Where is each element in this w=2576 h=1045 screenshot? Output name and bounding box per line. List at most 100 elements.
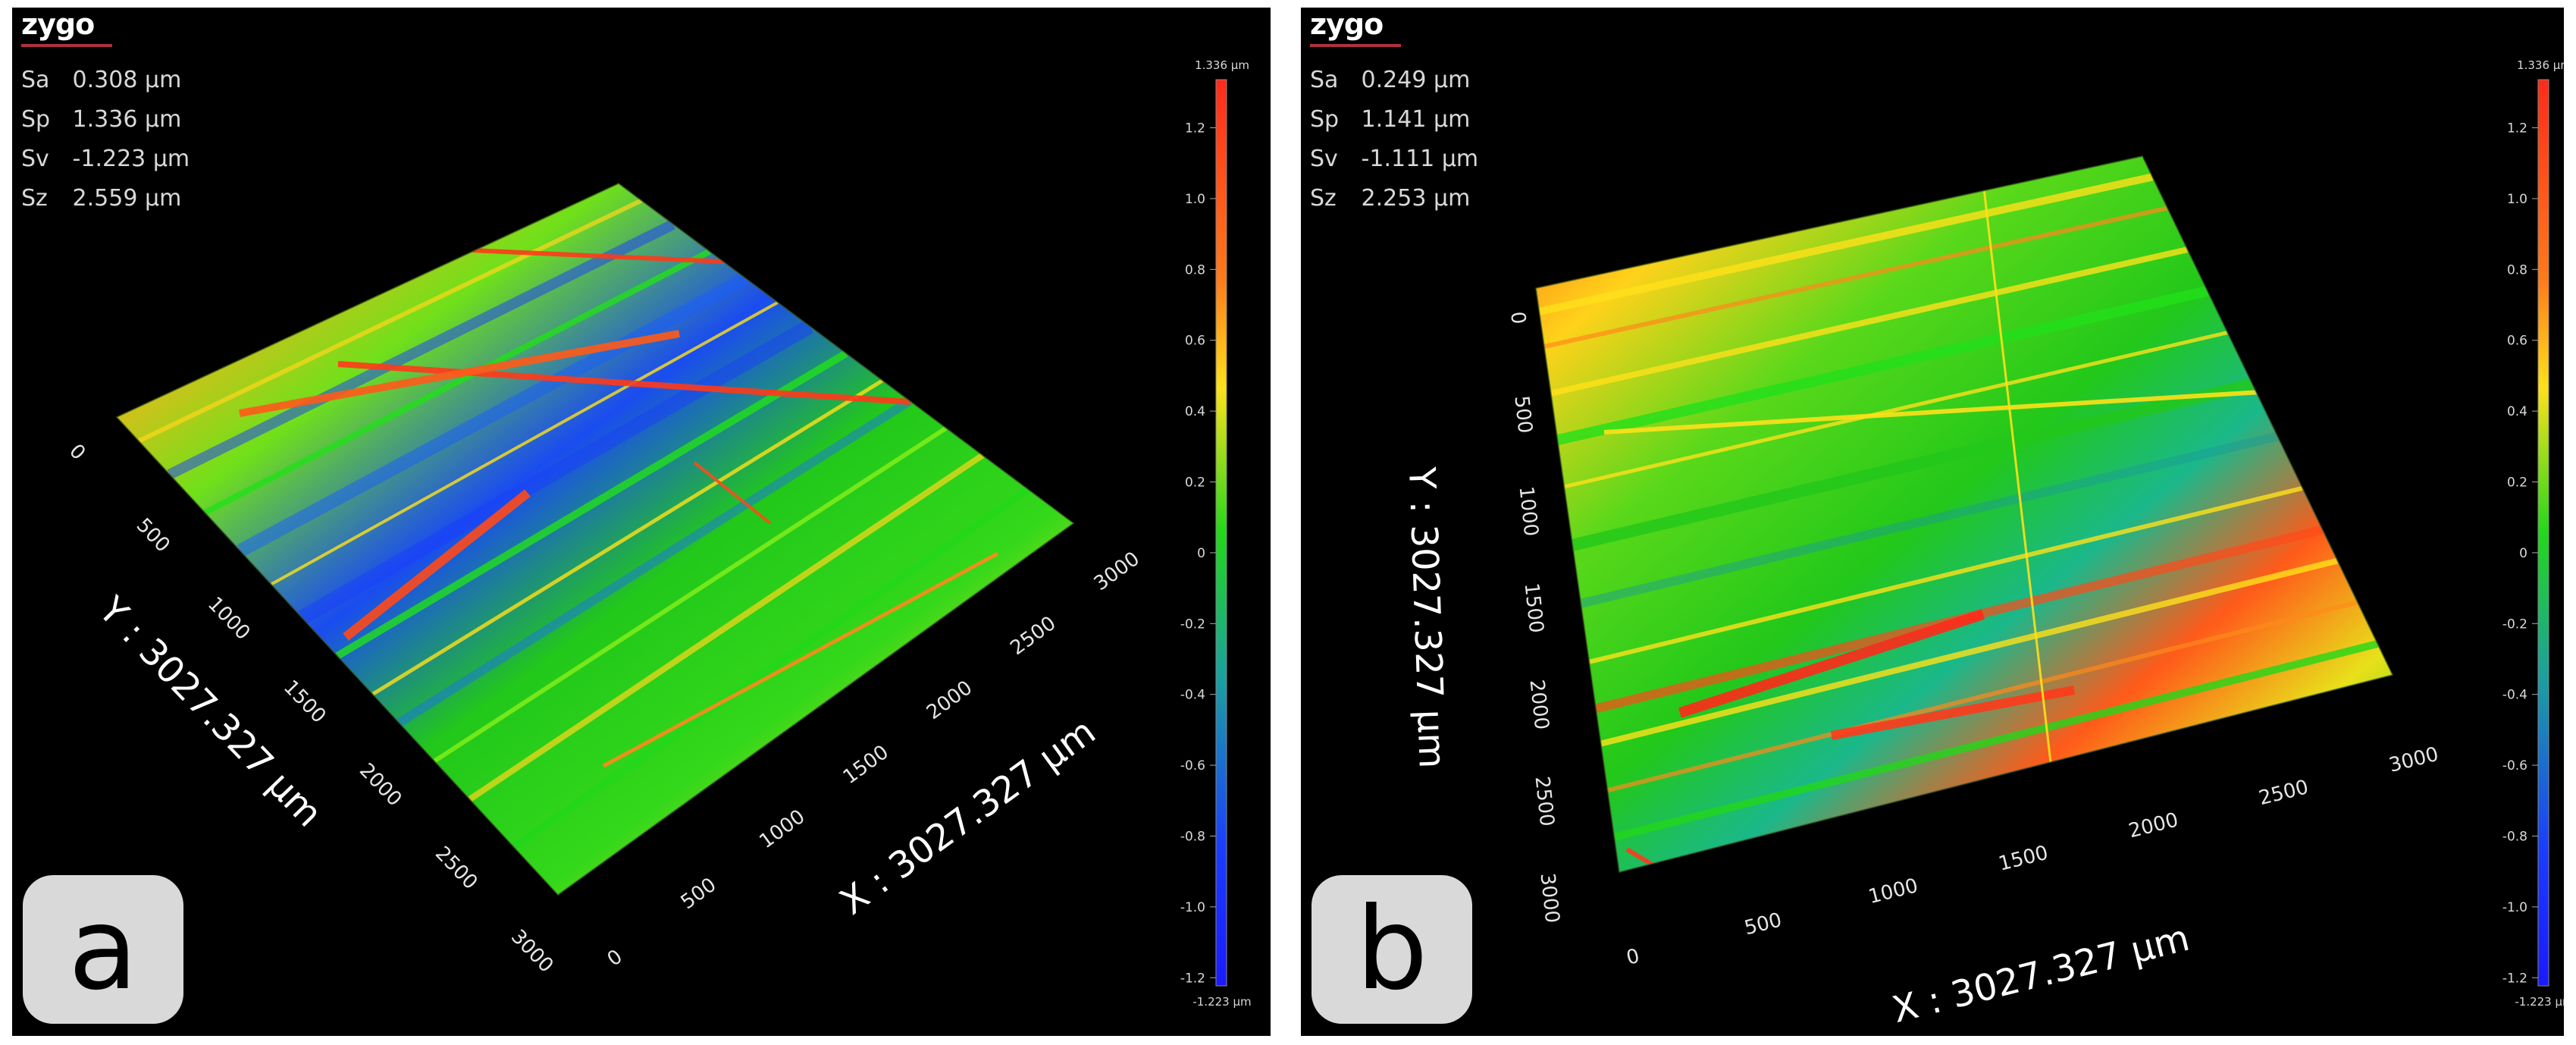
surface-scratch	[1830, 686, 2076, 740]
surface-streak	[1571, 378, 2255, 551]
colorbar-tick-label: 1.2	[1185, 121, 1205, 137]
x-tick-label: 1000	[1866, 874, 1920, 908]
x-axis-title: X : 3027.327 µm	[832, 711, 1103, 924]
surface-scratch	[343, 489, 531, 641]
y-tick-label: 3000	[506, 925, 558, 977]
surface-streak	[167, 219, 676, 479]
colorbar	[2537, 79, 2549, 987]
colorbar-tick-label: -1.0	[1180, 900, 1205, 915]
surface-scratch	[436, 246, 725, 264]
colorbar-tick-label: 0.2	[1185, 475, 1205, 490]
x-tick-label: 2500	[1006, 612, 1060, 660]
colorbar-tick-label: -0.6	[2502, 758, 2527, 774]
colorbar-tick-label: -1.2	[1180, 971, 1205, 986]
stat-sa: Sa 0.308 µm	[21, 67, 182, 93]
surface-streak	[137, 198, 643, 444]
surface-scratch	[602, 551, 999, 768]
x-tick-label: 500	[677, 874, 721, 914]
colorbar-tick-label: 0.8	[2507, 262, 2527, 278]
surface-outline	[1534, 155, 2394, 874]
stat-sv: Sv -1.111 µm	[1310, 146, 1479, 172]
stats-block: Sa 0.249 µm Sp 1.141 µm Sv -1.111 µm Sz …	[1310, 61, 1478, 218]
x-tick-label: 3000	[1090, 548, 1144, 595]
x-tick-label: 0	[1624, 945, 1641, 970]
surface-streak	[1600, 557, 2339, 747]
x-tick-label: 2000	[2126, 808, 2180, 843]
x-tick-label: 2500	[2257, 776, 2311, 810]
colorbar	[1215, 79, 1227, 987]
y-tick-label: 3000	[1536, 872, 1564, 924]
y-tick-label: 1000	[1515, 485, 1543, 538]
colorbar-tick-label: 0.6	[1185, 334, 1205, 349]
y-axis-title: Y : 3027.327 µm	[1400, 466, 1453, 769]
colorbar-max-label: 1.336 µm	[1195, 58, 1249, 72]
x-tick-label: 1500	[839, 741, 893, 789]
y-tick-label: 500	[132, 514, 174, 557]
surface-streak	[1606, 600, 2358, 793]
x-tick-label: 1500	[1996, 842, 2050, 876]
surface-streak	[1556, 286, 2209, 446]
y-tick-label: 500	[1509, 394, 1536, 435]
surface-streak	[1538, 173, 2154, 315]
colorbar-tick-label: -0.8	[1180, 829, 1205, 844]
y-tick-label: 2500	[1531, 775, 1559, 827]
y-tick-label: 0	[1506, 310, 1530, 325]
colorbar-tick-label: 1.0	[1185, 192, 1205, 207]
colorbar-min-label: -1.223 µm	[1192, 995, 1251, 1009]
stat-sa: Sa 0.249 µm	[1310, 67, 1471, 93]
zygo-logo: zygo	[1310, 9, 1401, 47]
surface-streak	[1563, 331, 2228, 489]
colorbar-tick-label: 0.6	[2507, 334, 2527, 349]
y-tick-label: 2000	[1525, 679, 1553, 731]
colorbar-tick-label: -0.2	[2502, 617, 2527, 632]
surface-streak	[1588, 485, 2303, 664]
colorbar-tick-label: 0.4	[1185, 404, 1205, 419]
colorbar-tick-label: 0	[1197, 546, 1205, 561]
surface-streak	[1550, 246, 2189, 397]
stat-sz: Sz 2.559 µm	[21, 185, 182, 212]
colorbar-tick-label: -0.8	[2502, 829, 2527, 844]
surface-streak	[1543, 206, 2168, 349]
surface-scratch	[1603, 384, 2348, 435]
surface-streak	[433, 426, 948, 764]
x-tick-label: 3000	[2386, 743, 2440, 777]
surface-streak	[237, 272, 750, 557]
surface-streak	[396, 397, 913, 727]
stat-sp: Sp 1.336 µm	[21, 106, 182, 133]
surface-streak	[270, 301, 779, 586]
x-tick-label: 1000	[755, 805, 809, 853]
surface-streak	[511, 486, 1030, 851]
y-tick-label: 2000	[355, 759, 406, 811]
stats-block: Sa 0.308 µm Sp 1.336 µm Sv -1.223 µm Sz …	[21, 61, 190, 218]
colorbar-tick-label: -0.4	[2502, 688, 2527, 703]
colorbar-tick-label: 0.2	[2507, 475, 2527, 490]
stat-sv: Sv -1.223 µm	[21, 146, 190, 172]
colorbar-tick-label: 0.8	[1185, 262, 1205, 278]
surface-scratch	[1982, 181, 2060, 835]
y-tick-label: 2500	[431, 843, 482, 894]
surface-plot-a: 0 500 1000 1500 2000 2500 3000 0 500 1000 1500 2000…	[64, 58, 1251, 1009]
zygo-logo: zygo	[21, 9, 112, 47]
colorbar-max-label: 1.336 µm	[2517, 58, 2564, 72]
x-tick-label: 0	[603, 946, 627, 971]
panel-label-badge: b	[1312, 875, 1472, 1024]
colorbar-tick-label: -0.2	[1180, 617, 1205, 632]
colorbar-tick-label: 1.0	[2507, 192, 2527, 207]
surface-scratch	[337, 361, 911, 405]
surface-streak	[468, 453, 985, 802]
y-tick-label: 1500	[279, 676, 331, 727]
surface-streaks	[137, 198, 1030, 851]
colorbar-min-label: -1.223 µm	[2515, 995, 2564, 1009]
y-tick-label: 0	[64, 440, 89, 465]
surface-plot-b: 0 500 1000 1500 2000 2500 3000 0 500 1000 1500 2000…	[1400, 58, 2564, 1031]
surface-streaks	[1538, 173, 2379, 872]
stat-sp: Sp 1.141 µm	[1310, 106, 1471, 133]
colorbar-tick-label: -0.6	[1180, 758, 1205, 774]
colorbar-tick-label: 1.2	[2507, 121, 2527, 137]
colorbar-tick-label: 0	[2519, 546, 2527, 561]
colorbar-tick-label: -1.0	[2502, 900, 2527, 915]
panel-label-badge: a	[23, 875, 183, 1024]
surface-scratch	[239, 330, 680, 417]
colorbar-tick-label: -1.2	[2502, 971, 2527, 986]
y-tick-label: 1000	[203, 593, 255, 645]
